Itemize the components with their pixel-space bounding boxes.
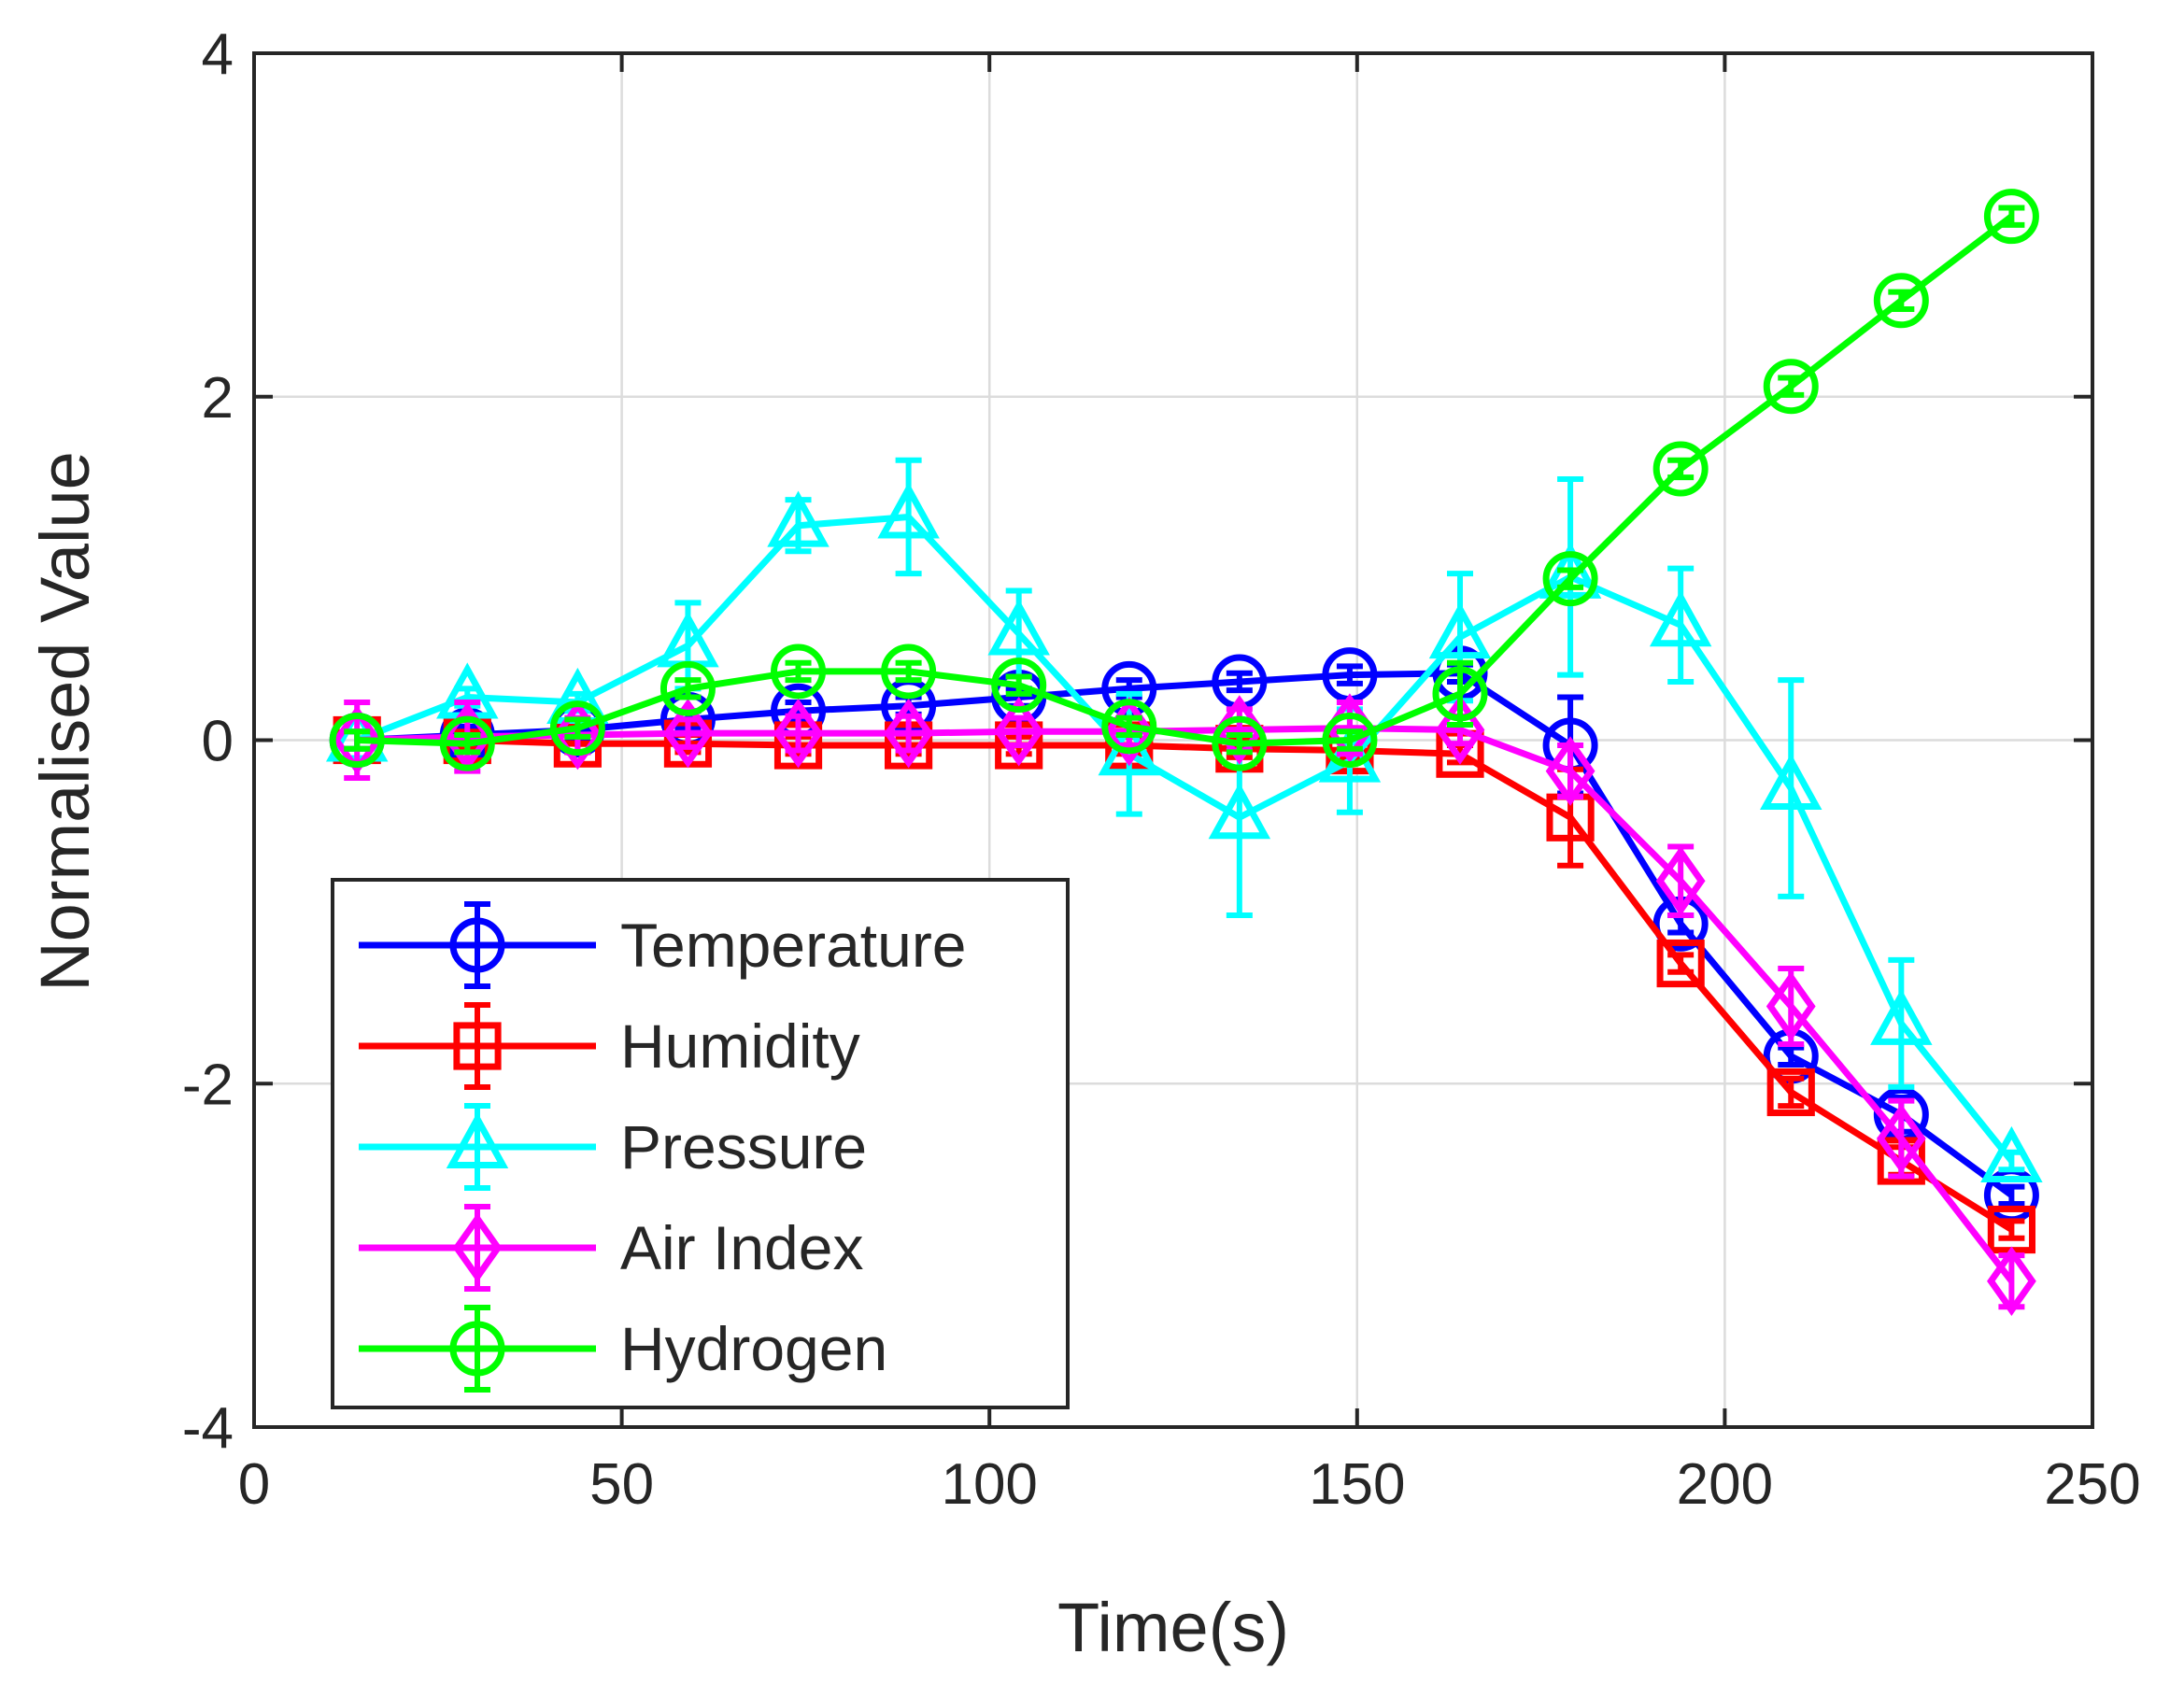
data-point-pressure — [1980, 1125, 2043, 1182]
data-point-pressure — [767, 490, 830, 547]
x-tick-label: 0 — [238, 1452, 270, 1517]
legend-marker-temperature — [449, 917, 505, 973]
data-point-pressure — [1208, 783, 1271, 840]
data-point-hydrogen — [1101, 699, 1157, 755]
y-tick-label: -2 — [182, 1053, 234, 1117]
series-line-pressure — [355, 514, 2015, 1164]
data-point-air-index — [884, 698, 933, 769]
data-point-air-index — [994, 697, 1044, 767]
x-axis-label: Time(s) — [1057, 1589, 1289, 1666]
data-point-air-index — [1876, 1103, 1926, 1174]
series-line-humidity — [357, 737, 2014, 1233]
data-point-hydrogen — [1432, 666, 1488, 722]
data-point-hydrogen — [329, 713, 385, 768]
series-line-air-index — [357, 725, 2015, 1283]
data-point-hydrogen — [1542, 551, 1598, 607]
data-point-air-index — [663, 698, 713, 769]
legend-label-hydrogen: Hydrogen — [620, 1314, 887, 1383]
data-point-air-index — [1435, 695, 1485, 765]
data-point-hydrogen — [1652, 441, 1709, 497]
series-line-hydrogen — [357, 213, 2014, 747]
data-point-air-index — [1545, 736, 1595, 806]
data-point-air-index — [1655, 846, 1706, 916]
x-tick-label: 150 — [1309, 1452, 1405, 1517]
data-point-air-index — [332, 705, 382, 775]
series-air-index — [332, 693, 2036, 1316]
data-point-air-index — [773, 698, 823, 769]
x-tick-label: 200 — [1677, 1452, 1773, 1517]
data-point-pressure — [1428, 602, 1492, 659]
series-hydrogen — [329, 189, 2039, 771]
x-tick-label: 100 — [941, 1452, 1037, 1517]
legend-marker-humidity — [453, 1022, 502, 1070]
legend-label-temperature: Temperature — [620, 911, 967, 980]
y-tick-label: 0 — [202, 710, 234, 774]
y-tick-label: -4 — [182, 1396, 234, 1461]
legend-item-air-index: Air Index — [359, 1204, 863, 1292]
data-point-hydrogen — [991, 658, 1047, 714]
x-tick-label: 250 — [2044, 1452, 2140, 1517]
legend-marker-air-index — [452, 1212, 503, 1283]
data-point-hydrogen — [439, 715, 495, 771]
legend-marker-pressure — [446, 1111, 509, 1168]
data-point-pressure — [1760, 753, 1822, 810]
legend-label-humidity: Humidity — [620, 1011, 860, 1081]
legend-item-temperature: Temperature — [359, 901, 967, 989]
data-point-humidity — [1766, 1068, 1815, 1117]
data-point-hydrogen — [1873, 273, 1929, 329]
legend: Temperature Humidity Pressure Air Index Hydr… — [331, 878, 1070, 1409]
data-point-hydrogen — [549, 700, 605, 757]
data-point-hydrogen — [1983, 189, 2039, 245]
data-point-pressure — [1649, 590, 1712, 647]
data-point-air-index — [1987, 1246, 2036, 1316]
legend-item-hydrogen: Hydrogen — [359, 1305, 887, 1393]
y-tick-label: 2 — [202, 366, 234, 431]
legend-item-pressure: Pressure — [359, 1103, 867, 1191]
data-point-hydrogen — [1212, 715, 1268, 771]
legend-label-air-index: Air Index — [620, 1213, 863, 1282]
y-tick-label: 4 — [202, 22, 234, 87]
plot-series — [325, 189, 2043, 1316]
data-point-air-index — [1766, 971, 1816, 1041]
data-point-pressure — [877, 482, 940, 539]
data-point-hydrogen — [1322, 713, 1378, 768]
data-point-pressure — [987, 599, 1050, 656]
data-point-hydrogen — [1763, 359, 1819, 415]
legend-marker-hydrogen — [449, 1321, 505, 1377]
legend-label-pressure: Pressure — [620, 1112, 867, 1181]
data-point-hydrogen — [659, 660, 716, 716]
legend-item-humidity: Humidity — [359, 1002, 860, 1090]
data-point-pressure — [1870, 988, 1933, 1045]
data-point-hydrogen — [771, 643, 827, 700]
series-line-temperature — [357, 670, 2014, 1198]
axis-ticks: 0 50 100 150 200 250 -4 -2 0 2 4 — [182, 22, 2141, 1517]
data-point-hydrogen — [881, 643, 937, 700]
data-point-humidity — [1656, 939, 1705, 988]
x-tick-label: 50 — [589, 1452, 654, 1517]
y-axis-label: Normalised Value — [26, 451, 104, 992]
